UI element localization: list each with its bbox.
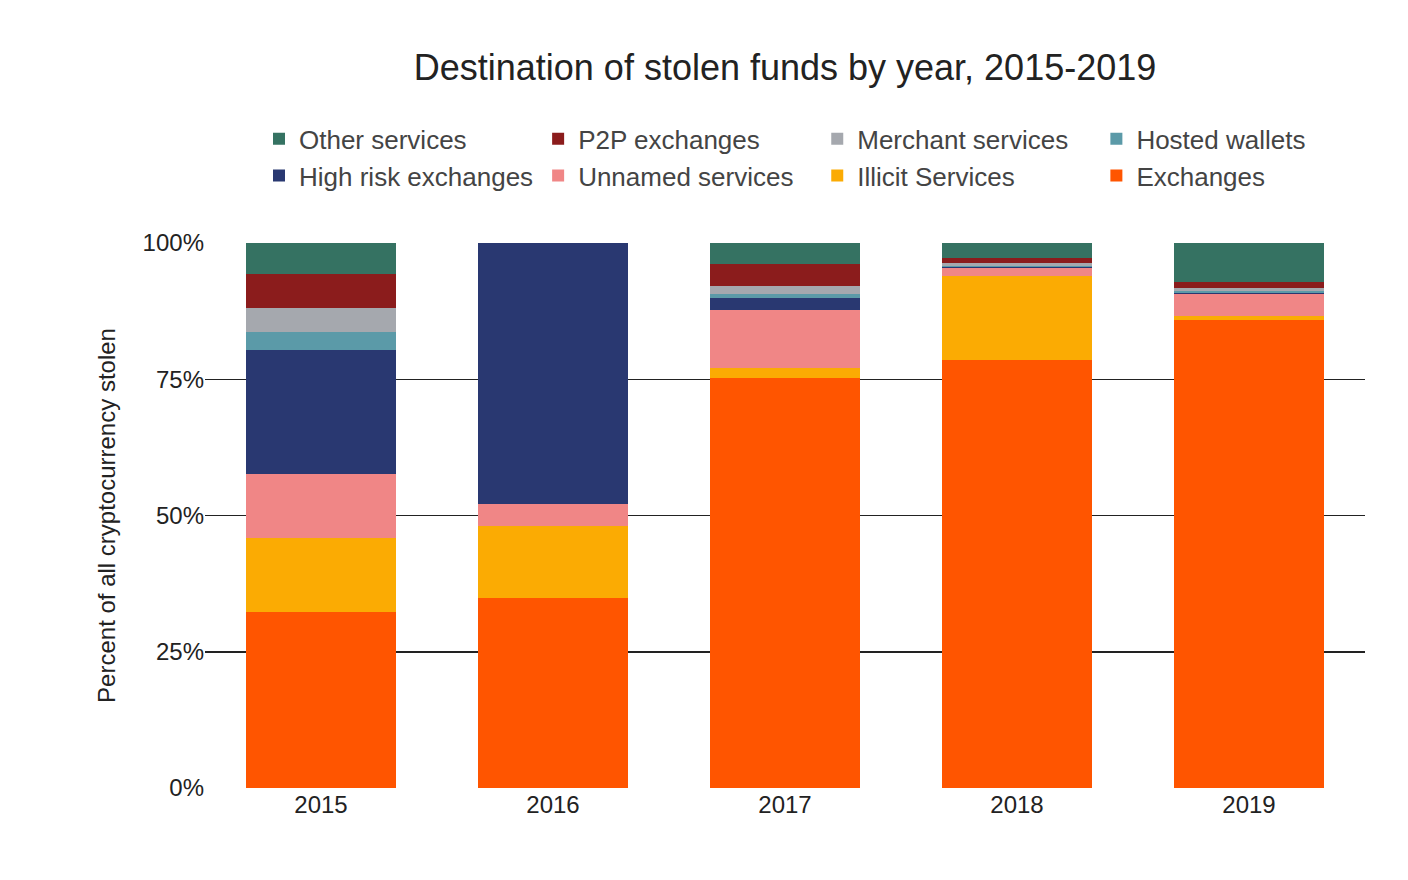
svg-text:100%: 100% (143, 229, 204, 256)
svg-text:2016: 2016 (526, 791, 579, 818)
svg-text:75%: 75% (156, 366, 204, 393)
svg-text:Exchanges: Exchanges (1136, 162, 1265, 192)
svg-text:Percent of all cryptocurrency: Percent of all cryptocurrency stolen (93, 328, 120, 703)
svg-text:50%: 50% (156, 502, 204, 529)
svg-text:Merchant services: Merchant services (857, 125, 1068, 155)
svg-text:Unnamed services: Unnamed services (578, 162, 793, 192)
svg-text:2015: 2015 (294, 791, 347, 818)
svg-text:P2P exchanges: P2P exchanges (578, 125, 760, 155)
svg-text:Other services: Other services (299, 125, 467, 155)
svg-text:Illicit Services: Illicit Services (857, 162, 1014, 192)
svg-text:25%: 25% (156, 638, 204, 665)
svg-text:Hosted wallets: Hosted wallets (1136, 125, 1305, 155)
svg-text:2017: 2017 (758, 791, 811, 818)
svg-text:Destination of stolen funds by: Destination of stolen funds by year, 201… (414, 47, 1157, 88)
svg-text:2018: 2018 (990, 791, 1043, 818)
svg-text:2019: 2019 (1222, 791, 1275, 818)
svg-text:High risk exchanges: High risk exchanges (299, 162, 533, 192)
svg-text:0%: 0% (169, 774, 204, 801)
